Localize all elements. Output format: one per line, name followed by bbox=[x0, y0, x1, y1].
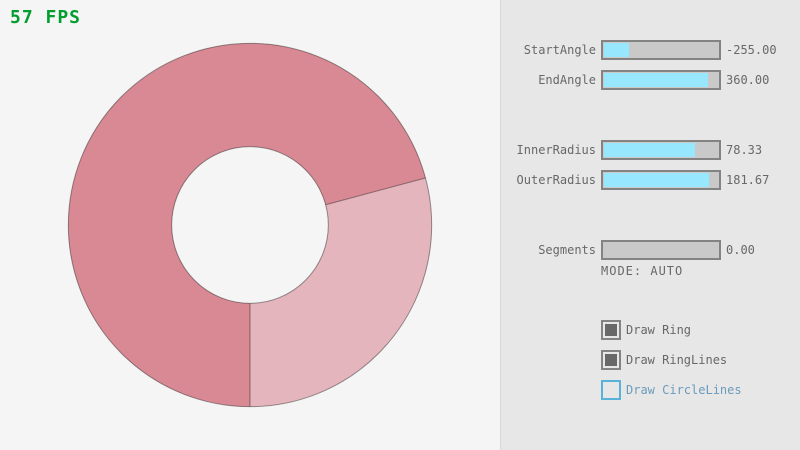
startangle-slider[interactable] bbox=[601, 40, 721, 60]
slider-fill bbox=[604, 173, 710, 187]
slider-row-endangle: EndAngle 360.00 bbox=[501, 70, 800, 90]
checkbox-label: Draw Ring bbox=[626, 323, 692, 337]
checkbox-box[interactable] bbox=[601, 380, 621, 400]
checkbox-label: Draw RingLines bbox=[626, 353, 728, 367]
slider-value: 181.67 bbox=[726, 173, 770, 187]
slider-label: InnerRadius bbox=[516, 143, 596, 157]
slider-fill bbox=[604, 73, 709, 87]
slider-row-outerradius: OuterRadius 181.67 bbox=[501, 170, 800, 190]
slider-row-innerradius: InnerRadius 78.33 bbox=[501, 140, 800, 160]
slider-value: 78.33 bbox=[726, 143, 763, 157]
slider-fill bbox=[604, 43, 630, 57]
check-mark-icon bbox=[605, 354, 617, 366]
control-panel: StartAngle -255.00 EndAngle 360.00 Inner… bbox=[500, 0, 800, 450]
slider-label: StartAngle bbox=[523, 43, 596, 57]
innerradius-slider[interactable] bbox=[601, 140, 721, 160]
checkbox-draw-ringlines[interactable]: Draw RingLines bbox=[501, 350, 800, 370]
checkbox-box[interactable] bbox=[601, 350, 621, 370]
endangle-slider[interactable] bbox=[601, 70, 721, 90]
checkbox-label: Draw CircleLines bbox=[626, 383, 742, 397]
checkbox-draw-ring[interactable]: Draw Ring bbox=[501, 320, 800, 340]
slider-value: -255.00 bbox=[726, 43, 777, 57]
slider-label: OuterRadius bbox=[516, 173, 596, 187]
check-mark-icon bbox=[605, 324, 617, 336]
ring-canvas bbox=[67, 42, 433, 408]
slider-row-startangle: StartAngle -255.00 bbox=[501, 40, 800, 60]
checkbox-draw-circlelines[interactable]: Draw CircleLines bbox=[501, 380, 800, 400]
slider-label: EndAngle bbox=[538, 73, 596, 87]
mode-label: MODE: AUTO bbox=[601, 264, 684, 278]
slider-value: 360.00 bbox=[726, 73, 770, 87]
checkbox-box[interactable] bbox=[601, 320, 621, 340]
slider-fill bbox=[604, 143, 695, 157]
slider-value: 0.00 bbox=[726, 243, 755, 257]
fps-counter: 57 FPS bbox=[10, 7, 82, 28]
segments-slider[interactable] bbox=[601, 240, 721, 260]
slider-row-segments: Segments 0.00 bbox=[501, 240, 800, 260]
ring-shape bbox=[67, 42, 433, 408]
outerradius-slider[interactable] bbox=[601, 170, 721, 190]
slider-label: Segments bbox=[538, 243, 596, 257]
